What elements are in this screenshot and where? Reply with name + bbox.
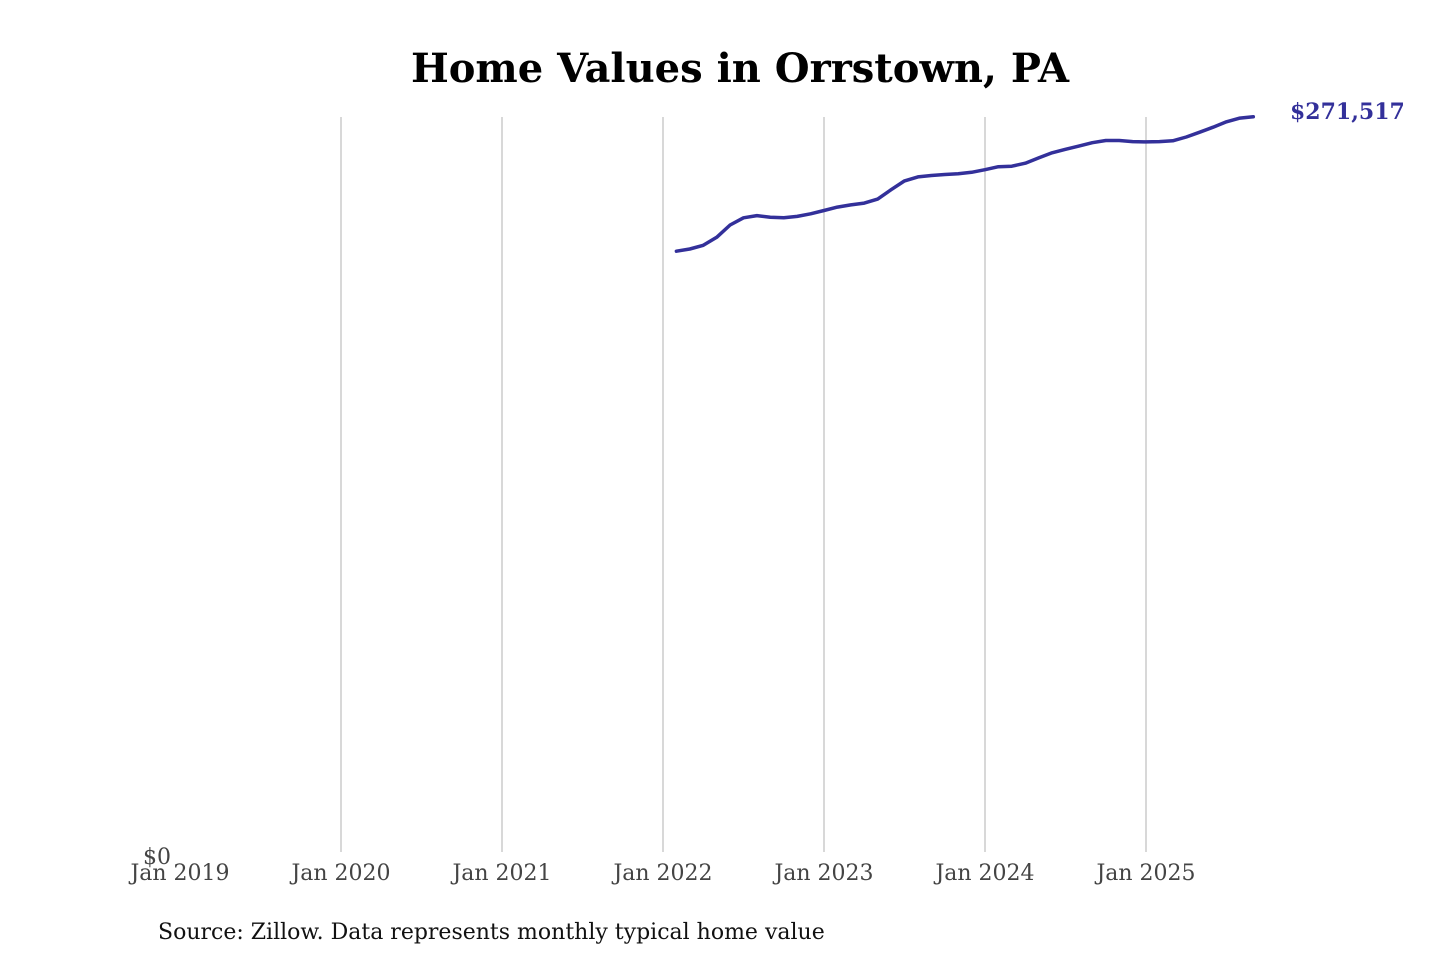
chart-title: Home Values in Orrstown, PA <box>411 45 1070 92</box>
end-value-label: $271,517 <box>1290 99 1405 125</box>
axis-labels: Jan 2019 Jan 2020 Jan 2021 Jan 2022 Jan 2023… <box>128 845 1195 886</box>
source-note: Source: Zillow. Data represents monthly … <box>158 920 825 945</box>
x-tick-label: Jan 2023 <box>772 861 873 886</box>
x-tick-label: Jan 2024 <box>933 861 1034 886</box>
x-tick-label: Jan 2022 <box>611 861 712 886</box>
x-tick-label: Jan 2021 <box>450 861 551 886</box>
series-layer <box>674 114 1256 253</box>
x-tick-label: Jan 2025 <box>1094 861 1195 886</box>
x-tick-label: Jan 2019 <box>128 861 229 886</box>
series-line <box>674 114 1256 253</box>
gridlines <box>340 117 1147 852</box>
y-tick-label: $0 <box>143 845 171 870</box>
x-tick-label: Jan 2020 <box>289 861 390 886</box>
